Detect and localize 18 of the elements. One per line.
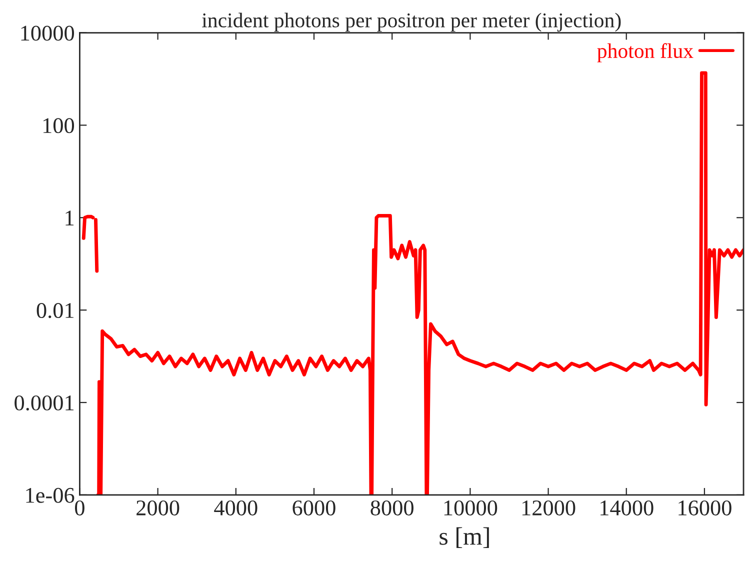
chart-title: incident photons per positron per meter (injection) (202, 12, 621, 32)
y-tick-label: 0.01 (36, 303, 74, 318)
x-tick-label: 0 (75, 500, 84, 516)
x-tick-label: 2000 (136, 500, 180, 516)
y-tick-label: 0.0001 (14, 395, 74, 411)
x-tick-label: 12000 (522, 500, 576, 516)
y-tick-label: 10000 (21, 26, 74, 41)
legend-label: photon flux (597, 43, 694, 62)
x-tick-label: 8000 (370, 500, 414, 516)
y-tick-label: 1 (66, 210, 74, 226)
y-tick-label: 1e-06 (26, 488, 74, 503)
y-tick-label: 100 (43, 118, 74, 134)
x-tick-label: 16000 (678, 500, 732, 516)
x-tick-label: 14000 (600, 500, 654, 516)
x-axis-title: s [m] (440, 527, 489, 548)
x-tick-label: 6000 (292, 500, 336, 516)
x-tick-label: 4000 (214, 500, 258, 516)
x-tick-label: 10000 (444, 500, 498, 516)
